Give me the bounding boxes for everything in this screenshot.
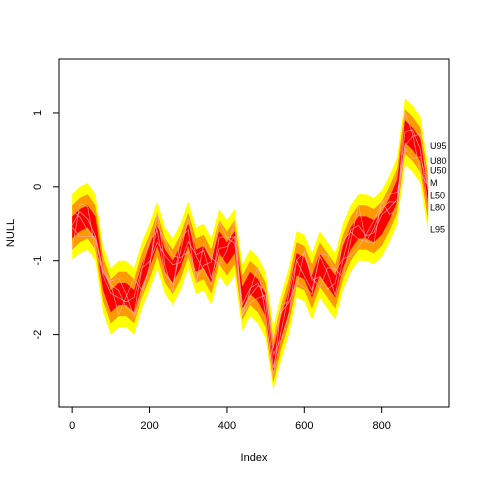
x-axis: 0 200 400 600 800 <box>69 407 391 432</box>
x-tick-label: 800 <box>372 420 390 432</box>
y-tick-label: 0 <box>32 184 44 190</box>
x-tick-label: 0 <box>69 420 75 432</box>
y-tick-label: 1 <box>32 110 44 116</box>
y-axis: -2 -1 0 1 <box>32 110 59 340</box>
side-label-u80: U80 <box>430 156 447 166</box>
side-label-l80: L80 <box>430 203 445 213</box>
side-label-l95: L95 <box>430 225 445 235</box>
y-tick-label: -1 <box>32 256 44 266</box>
y-tick-label: -2 <box>32 330 44 340</box>
side-label-m: M <box>430 178 438 188</box>
band-80 <box>72 109 429 383</box>
side-label-l50: L50 <box>430 191 445 201</box>
x-tick-label: 600 <box>295 420 313 432</box>
side-label-u95: U95 <box>430 141 447 151</box>
side-label-u50: U50 <box>430 166 447 176</box>
plot-frame <box>58 58 450 408</box>
simulation-trace <box>71 133 429 357</box>
x-tick-label: 400 <box>218 420 236 432</box>
x-tick-label: 200 <box>140 420 158 432</box>
y-axis-label: NULL <box>5 219 17 247</box>
simulation-trace <box>71 111 429 377</box>
x-axis-label: Index <box>241 452 268 464</box>
simulation-trace <box>71 129 429 369</box>
simulation-trace <box>71 147 429 341</box>
traces <box>71 111 429 377</box>
bands <box>72 98 429 390</box>
